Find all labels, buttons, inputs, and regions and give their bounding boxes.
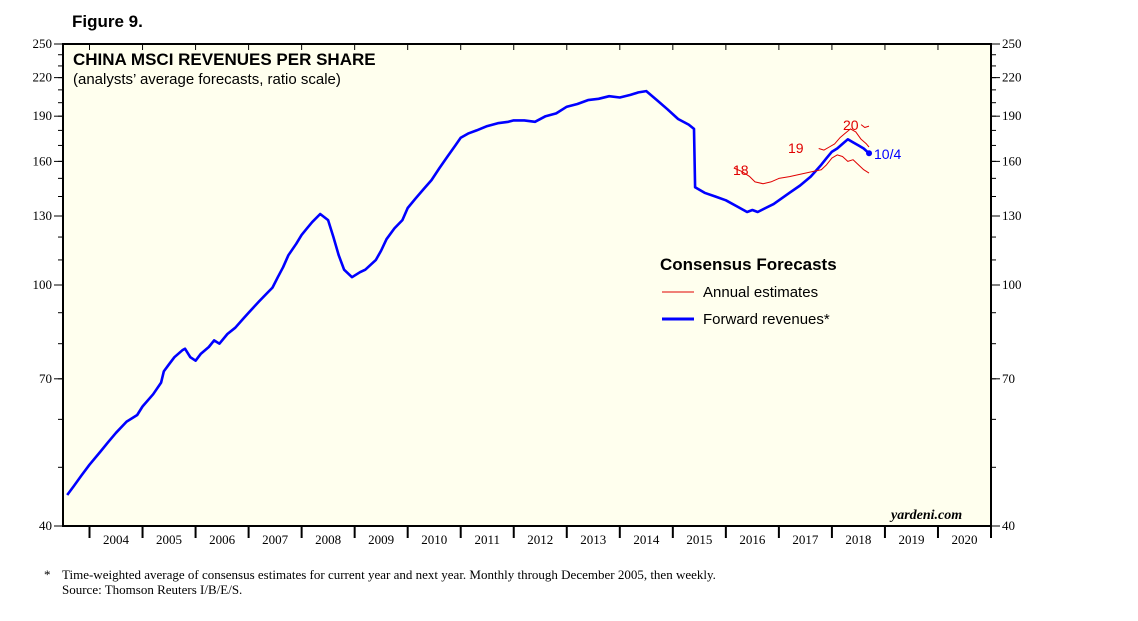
x-tick-label: 2012 [527, 532, 553, 547]
figure-label: Figure 9. [72, 12, 143, 31]
watermark: yardeni.com [889, 508, 962, 523]
y-tick-label-left: 70 [39, 371, 52, 386]
x-axis: 2004 2005 2006 2007 2008 2009 2010 2011 2012 2013… [88, 44, 992, 547]
y-tick-label-left: 130 [33, 208, 53, 223]
footnote-marker: * [44, 567, 51, 582]
series-annual-estimate-20 [860, 124, 870, 128]
y-tick-label-right: 100 [1002, 277, 1022, 292]
y-tick-label-right: 220 [1002, 70, 1022, 85]
series-annual-estimate-19 [818, 128, 870, 151]
x-tick-label: 2004 [103, 532, 130, 547]
x-tick-label: 2014 [633, 532, 660, 547]
chart-subtitle: (analysts’ average forecasts, ratio scal… [73, 71, 341, 88]
x-tick-label: 2019 [898, 532, 924, 547]
y-tick-label-left: 220 [33, 70, 53, 85]
footnote-source: Source: Thomson Reuters I/B/E/S. [62, 582, 243, 597]
x-tick-label: 2017 [792, 532, 819, 547]
legend-title: Consensus Forecasts [660, 255, 837, 274]
series-forward-revenues [66, 89, 870, 496]
x-tick-label: 2011 [474, 532, 500, 547]
annotation-last-date: 10/4 [874, 146, 901, 162]
footnote-line1: Time-weighted average of consensus estim… [62, 567, 716, 582]
y-tick-label-right: 70 [1002, 371, 1015, 386]
forward-last-point [866, 150, 873, 157]
y-axis-left: 40 70 100 130 160 190 220 250 [33, 36, 63, 533]
x-tick-label: 2013 [580, 532, 606, 547]
x-tick-label: 2016 [739, 532, 766, 547]
y-tick-label-right: 130 [1002, 208, 1022, 223]
annotation-19: 19 [788, 140, 804, 156]
series-layer [66, 89, 873, 496]
legend-annual-label: Annual estimates [703, 284, 818, 301]
y-tick-label-right: 40 [1002, 518, 1015, 533]
annotation-18: 18 [733, 162, 749, 178]
chart: 40 70 100 130 160 190 220 250 40 70 100 130 160 190 2… [33, 36, 1022, 547]
x-tick-label: 2020 [951, 532, 977, 547]
y-axis-right: 40 70 100 130 160 190 220 250 [991, 36, 1022, 533]
y-tick-label-right: 250 [1002, 36, 1022, 51]
x-tick-label: 2008 [315, 532, 341, 547]
legend-forward-label: Forward revenues* [703, 311, 830, 328]
series-annual-estimate-18 [733, 154, 870, 185]
footnote: * Time-weighted average of consensus esti… [44, 567, 716, 597]
x-tick-label: 2010 [421, 532, 447, 547]
x-tick-label: 2009 [368, 532, 394, 547]
annotation-20: 20 [843, 117, 859, 133]
x-tick-label: 2005 [156, 532, 182, 547]
x-tick-label: 2007 [262, 532, 289, 547]
y-tick-label-left: 100 [33, 277, 53, 292]
y-tick-label-left: 190 [33, 108, 53, 123]
y-tick-label-left: 160 [33, 153, 53, 168]
chart-title: CHINA MSCI REVENUES PER SHARE [73, 50, 376, 69]
y-tick-label-right: 190 [1002, 108, 1022, 123]
y-tick-label-right: 160 [1002, 153, 1022, 168]
x-tick-label: 2006 [209, 532, 236, 547]
x-tick-label: 2015 [686, 532, 712, 547]
y-tick-label-left: 250 [33, 36, 53, 51]
y-tick-label-left: 40 [39, 518, 52, 533]
x-tick-label: 2018 [845, 532, 871, 547]
